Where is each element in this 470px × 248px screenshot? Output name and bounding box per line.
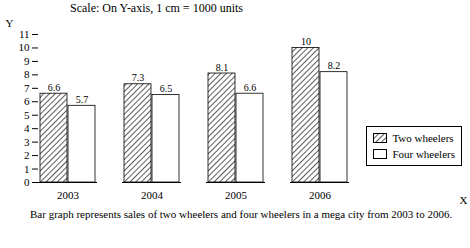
html-text:Two wheelers: Two wheelers <box>392 132 454 144</box>
svg-text:2005: 2005 <box>225 189 248 201</box>
svg-text:8.1: 8.1 <box>216 62 229 73</box>
svg-text:10: 10 <box>301 36 311 47</box>
svg-text:10: 10 <box>19 41 31 53</box>
svg-text:11: 11 <box>19 28 30 40</box>
svg-text:6.6: 6.6 <box>48 82 61 93</box>
svg-text:6: 6 <box>24 95 30 107</box>
svg-text:X: X <box>460 194 468 206</box>
html-text:Scale: On Y-axis, 1 cm = 1000: Scale: On Y-axis, 1 cm = 1000 units <box>70 1 243 15</box>
svg-text:7: 7 <box>24 82 30 94</box>
svg-text:1: 1 <box>24 163 30 175</box>
svg-text:0: 0 <box>24 176 30 188</box>
html-text:Four wheelers: Four wheelers <box>392 148 455 160</box>
html-text:Bar graph represents sales of: Bar graph represents sales of two wheele… <box>30 208 453 220</box>
svg-text:2004: 2004 <box>141 189 164 201</box>
svg-text:4: 4 <box>24 122 30 134</box>
svg-text:9: 9 <box>24 55 30 67</box>
svg-text:Y: Y <box>6 17 14 29</box>
svg-text:8: 8 <box>24 68 30 80</box>
svg-text:5: 5 <box>24 109 30 121</box>
svg-text:6.5: 6.5 <box>160 83 173 94</box>
svg-text:3: 3 <box>24 136 30 148</box>
svg-text:2: 2 <box>24 149 30 161</box>
svg-text:2006: 2006 <box>309 189 332 201</box>
svg-text:5.7: 5.7 <box>76 94 89 105</box>
svg-text:7.3: 7.3 <box>132 72 145 83</box>
svg-text:6.6: 6.6 <box>244 82 257 93</box>
svg-text:2003: 2003 <box>57 189 80 201</box>
svg-text:8.2: 8.2 <box>328 60 341 71</box>
